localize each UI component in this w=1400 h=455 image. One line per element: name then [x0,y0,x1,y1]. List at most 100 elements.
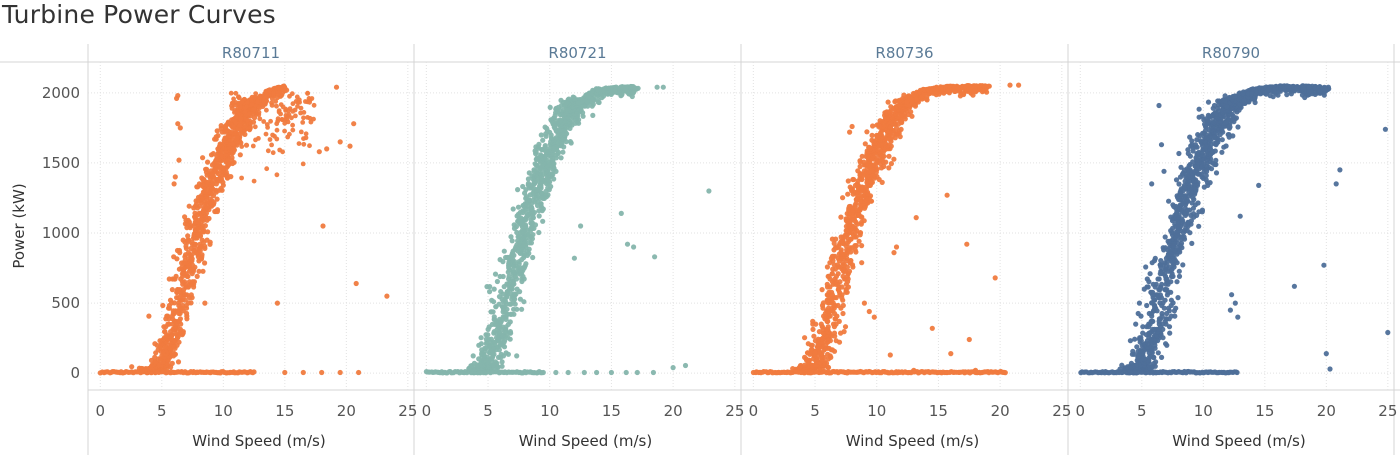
data-point [261,119,267,124]
data-point [510,267,516,273]
data-point [239,175,245,181]
data-point [231,124,236,130]
data-point [249,102,255,107]
data-point [300,120,306,125]
data-point [1162,234,1168,240]
data-point [790,366,796,372]
series-R80736 [750,82,1022,376]
data-point [337,369,343,376]
data-point [948,351,954,357]
data-point [237,123,243,128]
data-point [290,122,295,128]
data-point [833,338,839,344]
data-point [169,360,175,366]
data-point [1235,124,1241,130]
page-title: Turbine Power Curves [2,0,276,29]
data-point [514,306,520,312]
data-point [146,313,152,319]
data-point [301,115,306,121]
data-point [265,125,270,130]
data-point [866,144,872,150]
data-point [239,144,245,149]
data-point [200,155,206,161]
data-point [270,150,276,156]
data-point [840,302,846,309]
data-point [557,117,563,123]
data-point [802,335,808,341]
data-point [234,114,239,120]
data-point [270,132,275,138]
data-point [233,120,239,126]
data-point [841,329,847,335]
data-point [526,240,533,246]
data-point [205,159,211,165]
data-point [257,105,262,111]
data-point [542,124,548,130]
data-point [864,129,870,135]
data-point [487,289,493,295]
data-point [819,287,825,293]
data-point [1213,157,1219,163]
data-point [232,110,237,115]
data-point [911,367,917,373]
data-point [200,268,206,274]
data-point [1138,335,1144,341]
data-point [619,92,625,98]
data-point [1199,207,1205,213]
data-point [520,183,526,190]
data-point [566,96,572,102]
data-point [508,311,515,317]
data-point [282,128,287,134]
data-point [177,125,183,131]
data-point [165,321,171,327]
data-point [236,95,242,101]
data-point [623,369,629,376]
data-point [515,204,522,210]
data-point [337,139,343,145]
data-point [1158,258,1164,264]
data-point [851,176,857,183]
data-point [231,160,237,165]
data-point [831,330,838,336]
data-point [175,359,182,365]
data-point [825,324,831,330]
data-point [840,195,846,201]
data-point [501,248,507,254]
data-point [231,96,237,102]
data-point [173,273,179,279]
data-point [1157,300,1163,306]
data-point [273,99,279,104]
data-point [175,121,181,127]
data-point [264,166,270,172]
data-point [1159,310,1165,317]
data-point [1189,240,1195,246]
data-point [517,296,524,302]
data-point [214,128,220,134]
data-point [1002,370,1008,376]
data-point [840,310,846,317]
data-point [964,241,970,247]
data-point [1148,289,1154,295]
data-point [499,363,505,369]
data-point [525,176,532,182]
data-point [630,90,636,96]
data-point [901,92,907,98]
data-point [1153,359,1159,365]
data-point [1166,198,1172,204]
data-point [497,273,503,280]
data-point [553,135,559,141]
data-point [857,158,863,164]
data-point [255,99,260,105]
data-point [305,115,310,120]
data-point [230,141,236,147]
data-point [491,286,497,292]
data-point [202,300,208,306]
data-point [1168,313,1174,319]
data-point [277,147,283,153]
data-point [885,99,891,105]
data-point [847,184,853,190]
data-point [1174,279,1180,285]
data-point [1128,360,1134,366]
data-point [1143,264,1149,270]
data-point [1175,295,1181,301]
